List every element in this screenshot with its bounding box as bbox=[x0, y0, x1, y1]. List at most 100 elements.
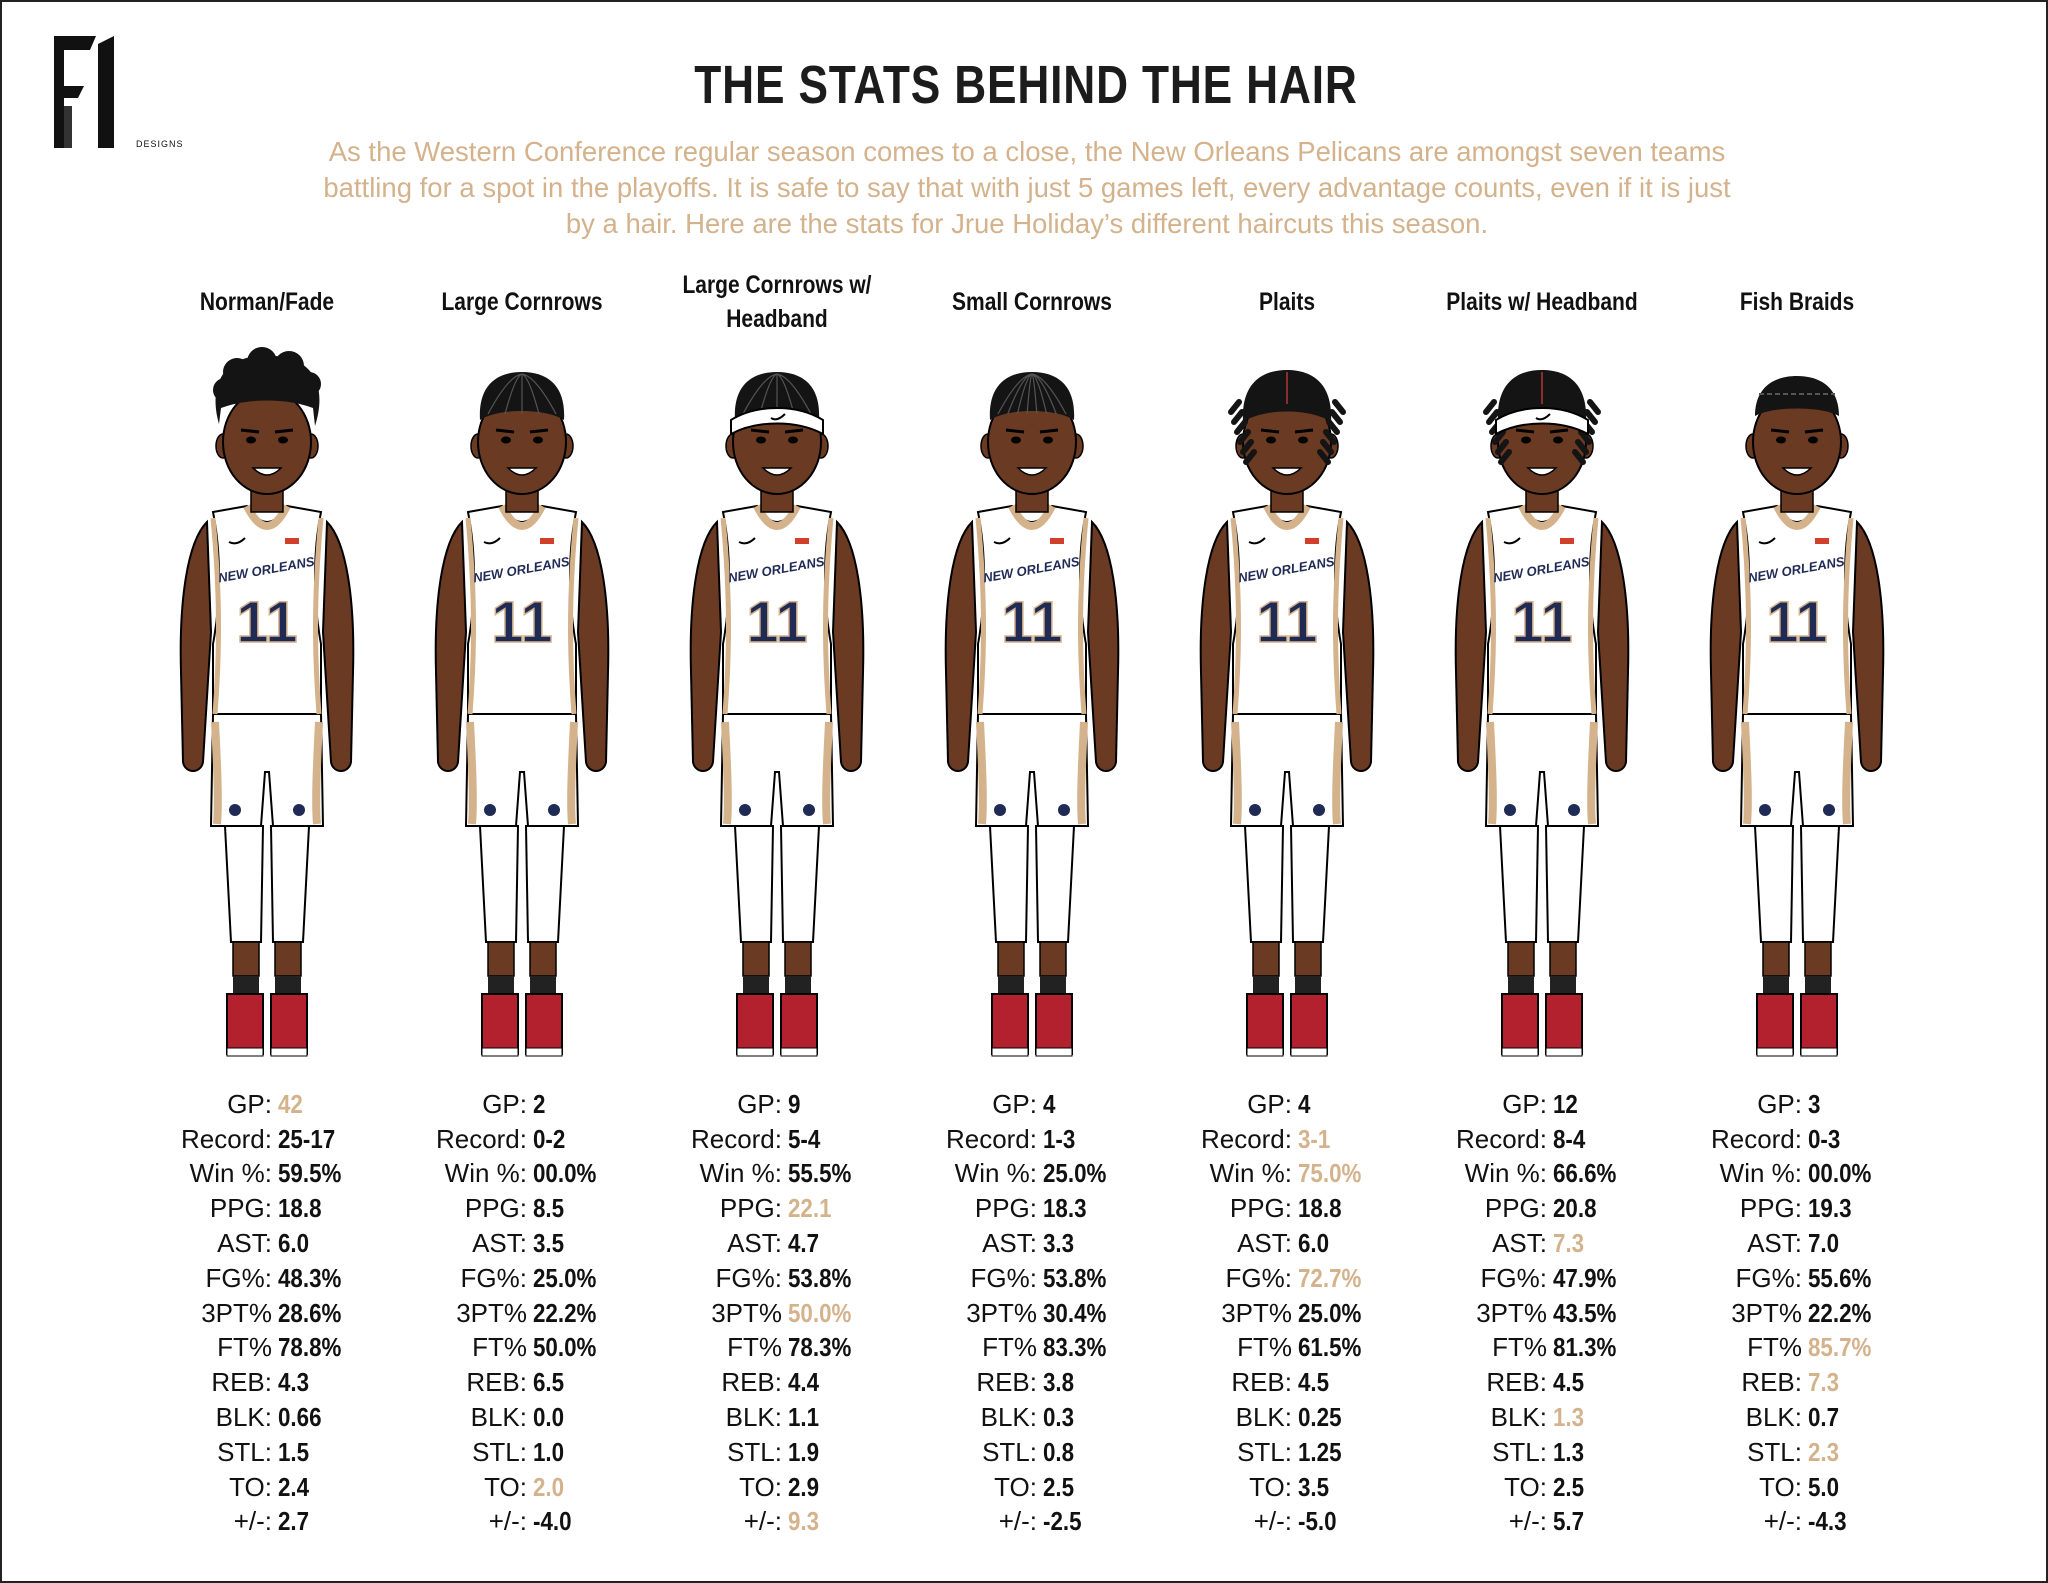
stat-value: 59.5% bbox=[278, 1158, 342, 1189]
stat-label: STL: bbox=[1492, 1436, 1547, 1467]
stat-row: PPG: 20.8 bbox=[1422, 1191, 1662, 1226]
stat-label: 3PT% bbox=[456, 1297, 527, 1328]
player-column: Fish Braids bbox=[1677, 267, 1917, 1567]
haircut-name: Large Cornrows w/ Headband bbox=[682, 271, 872, 333]
stat-value: -4.0 bbox=[533, 1506, 572, 1537]
stat-label: GP: bbox=[992, 1088, 1037, 1119]
stat-value: -4.3 bbox=[1808, 1506, 1847, 1537]
stat-value: 18.3 bbox=[1043, 1193, 1087, 1224]
stat-label: TO: bbox=[1249, 1471, 1292, 1502]
stat-row: 3PT% 28.6% bbox=[147, 1296, 387, 1331]
stat-row: GP: 42 bbox=[147, 1087, 387, 1122]
stat-value: 00.0% bbox=[1808, 1158, 1872, 1189]
stat-label: BLK: bbox=[1235, 1402, 1292, 1433]
stat-label: 3PT% bbox=[1731, 1297, 1802, 1328]
stat-value: 8-4 bbox=[1553, 1123, 1586, 1154]
stat-label: STL: bbox=[982, 1436, 1037, 1467]
stat-label: Record: bbox=[1455, 1123, 1547, 1154]
stat-label: AST: bbox=[472, 1228, 527, 1259]
stat-label: BLK: bbox=[215, 1402, 272, 1433]
stat-value: 0.7 bbox=[1808, 1402, 1840, 1433]
stat-row: STL: 1.9 bbox=[657, 1435, 897, 1470]
stat-row: Win %: 59.5% bbox=[147, 1157, 387, 1192]
stat-label: +/-: bbox=[998, 1506, 1037, 1537]
stat-row: Record: 8-4 bbox=[1422, 1122, 1662, 1157]
stat-row: Record: 5-4 bbox=[657, 1122, 897, 1157]
stat-row: FG%: 55.6% bbox=[1677, 1261, 1917, 1296]
stat-value: 48.3% bbox=[278, 1262, 342, 1293]
stat-row: PPG: 18.8 bbox=[147, 1191, 387, 1226]
stat-label: BLK: bbox=[1745, 1402, 1802, 1433]
stat-label: FT% bbox=[217, 1332, 272, 1363]
stat-value: 53.8% bbox=[788, 1262, 852, 1293]
stat-label: AST: bbox=[1747, 1228, 1802, 1259]
stat-row: FT% 83.3% bbox=[912, 1331, 1152, 1366]
stat-row: TO: 2.5 bbox=[912, 1470, 1152, 1505]
jersey-number: 11 bbox=[1001, 590, 1062, 655]
stat-row: +/-: -2.5 bbox=[912, 1505, 1152, 1540]
stat-value: 1.3 bbox=[1553, 1402, 1585, 1433]
stat-row: REB: 4.5 bbox=[1422, 1365, 1662, 1400]
stat-value: 2.9 bbox=[788, 1471, 820, 1502]
stat-label: FT% bbox=[472, 1332, 527, 1363]
stat-value: -2.5 bbox=[1043, 1506, 1082, 1537]
stat-value: 6.0 bbox=[1298, 1228, 1330, 1259]
stat-label: GP: bbox=[1247, 1088, 1292, 1119]
stat-row: 3PT% 22.2% bbox=[1677, 1296, 1917, 1331]
stat-row: FG%: 53.8% bbox=[912, 1261, 1152, 1296]
stat-row: BLK: 0.3 bbox=[912, 1400, 1152, 1435]
stat-value: 1.3 bbox=[1553, 1436, 1585, 1467]
stat-value: 6.0 bbox=[278, 1228, 310, 1259]
stat-row: Win %: 66.6% bbox=[1422, 1157, 1662, 1192]
stat-label: PPG: bbox=[719, 1193, 782, 1224]
stat-label: 3PT% bbox=[966, 1297, 1037, 1328]
stat-value: 6.5 bbox=[533, 1367, 565, 1398]
stat-value: 3.5 bbox=[533, 1228, 565, 1259]
stat-label: PPG: bbox=[1739, 1193, 1802, 1224]
stat-row: GP: 12 bbox=[1422, 1087, 1662, 1122]
fi-logo bbox=[54, 36, 114, 148]
stat-label: AST: bbox=[727, 1228, 782, 1259]
player-column: Plaits bbox=[1167, 267, 1407, 1567]
stat-label: GP: bbox=[737, 1088, 782, 1119]
stat-value: 9.3 bbox=[788, 1506, 820, 1537]
stat-label: GP: bbox=[1502, 1088, 1547, 1119]
stat-label: Win %: bbox=[1209, 1158, 1292, 1189]
stat-row: TO: 2.4 bbox=[147, 1470, 387, 1505]
haircut-name: Small Cornrows bbox=[952, 288, 1112, 316]
stat-row: +/-: 9.3 bbox=[657, 1505, 897, 1540]
player-column: Large Cornrows bbox=[402, 267, 642, 1567]
stat-row: PPG: 8.5 bbox=[402, 1191, 642, 1226]
stat-label: BLK: bbox=[470, 1402, 527, 1433]
stat-value: 30.4% bbox=[1043, 1297, 1107, 1328]
stat-label: +/-: bbox=[743, 1506, 782, 1537]
jersey-number: 11 bbox=[236, 590, 297, 655]
stat-row: +/-: 2.7 bbox=[147, 1505, 387, 1540]
stat-value: 55.6% bbox=[1808, 1262, 1872, 1293]
stat-value: 4.3 bbox=[278, 1367, 310, 1398]
haircut-name: Plaits bbox=[1258, 288, 1316, 316]
stat-label: REB: bbox=[211, 1367, 272, 1398]
stat-value: 61.5% bbox=[1298, 1332, 1362, 1363]
stat-value: 50.0% bbox=[788, 1297, 852, 1328]
stat-row: REB: 4.5 bbox=[1167, 1365, 1407, 1400]
stat-list: GP: 3 Record: 0-3 Win %: 00.0% PPG: 19.3 AST: 7.0… bbox=[1677, 1087, 1917, 1539]
stat-value: 43.5% bbox=[1553, 1297, 1617, 1328]
stat-value: 72.7% bbox=[1298, 1262, 1362, 1293]
stat-label: STL: bbox=[1237, 1436, 1292, 1467]
stat-row: REB: 4.3 bbox=[147, 1365, 387, 1400]
stat-row: REB: 3.8 bbox=[912, 1365, 1152, 1400]
stat-value: 22.1 bbox=[788, 1193, 832, 1224]
stat-value: 53.8% bbox=[1043, 1262, 1107, 1293]
stat-row: BLK: 1.1 bbox=[657, 1400, 897, 1435]
stat-value: 8.5 bbox=[533, 1193, 565, 1224]
stat-list: GP: 9 Record: 5-4 Win %: 55.5% PPG: 22.1 AST: 4.7… bbox=[657, 1087, 897, 1539]
stat-value: 42 bbox=[278, 1088, 303, 1119]
stat-row: Record: 25-17 bbox=[147, 1122, 387, 1157]
stat-row: 3PT% 22.2% bbox=[402, 1296, 642, 1331]
stat-value: 0-2 bbox=[533, 1123, 566, 1154]
stat-label: 3PT% bbox=[1476, 1297, 1547, 1328]
stat-label: PPG: bbox=[209, 1193, 272, 1224]
